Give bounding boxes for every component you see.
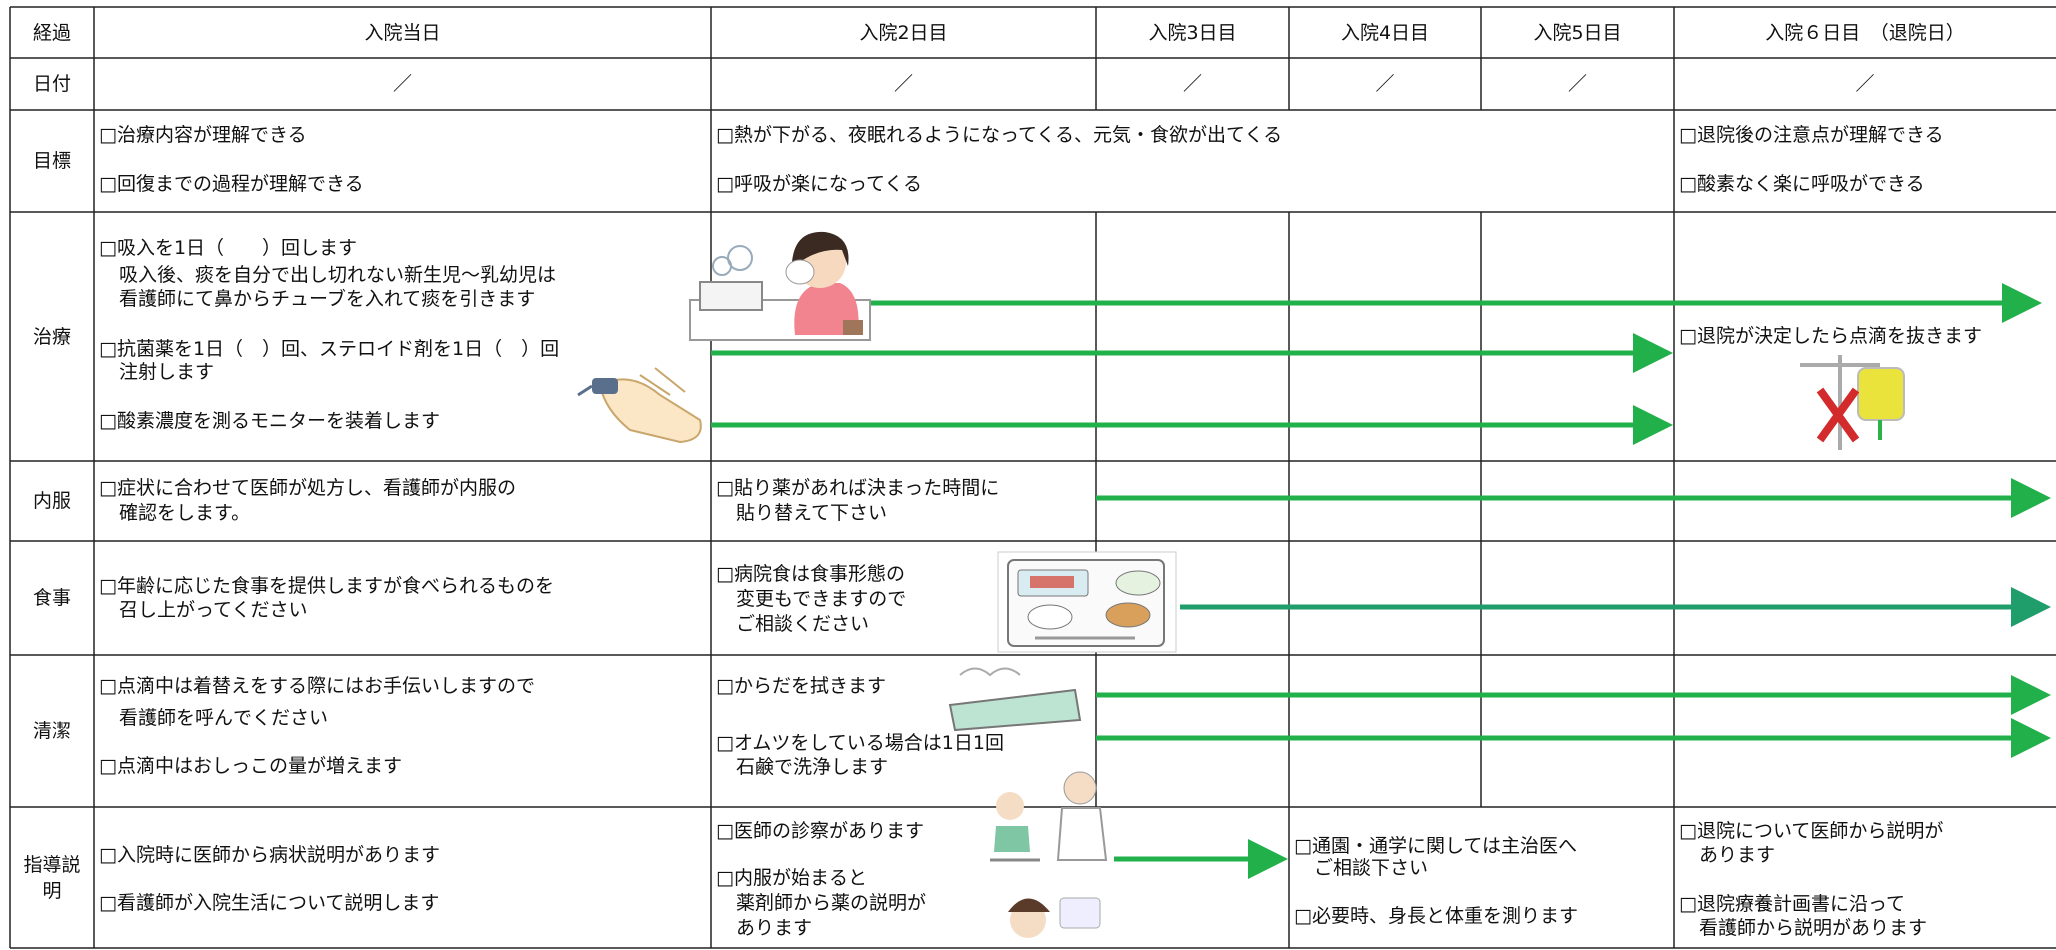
cell-text: 注射します: [119, 361, 215, 383]
row-label: 目標: [32, 150, 71, 172]
cell-text: □回復までの過程が理解できる: [99, 173, 364, 195]
cell-text: □必要時、身長と体重を測ります: [1294, 905, 1578, 927]
cell-text: あります: [736, 917, 813, 939]
day-header: 入院5日目: [1533, 21, 1622, 44]
date-label: 日付: [32, 73, 72, 95]
day-header: 入院当日: [364, 21, 441, 44]
cell-text: 看護師を呼んでください: [119, 707, 329, 729]
day-header: 入院3日目: [1148, 21, 1237, 44]
cell-text: □内服が始まると: [716, 867, 867, 889]
cell-text: 変更もできますので: [736, 588, 907, 610]
cell-text: 看護師にて鼻からチューブを入れて痰を引きます: [119, 288, 536, 310]
cell-text: 吸入後、痰を自分で出し切れない新生児～乳幼児は: [119, 264, 557, 286]
cell-text: □からだを拭きます: [716, 675, 886, 697]
header-label: 経過: [32, 21, 72, 44]
cell-text: □オムツをしている場合は1日1回: [716, 732, 1004, 754]
cell-text: □医師の診察があります: [716, 820, 924, 842]
cell-text: □病院食は食事形態の: [716, 563, 905, 585]
cell-text: □退院後の注意点が理解できる: [1679, 124, 1944, 146]
doctor-illustration: [990, 771, 1108, 862]
cell-text: □入院時に医師から病状説明があります: [99, 844, 440, 866]
towel-illustration: [948, 667, 1082, 732]
cell-text: □年齢に応じた食事を提供しますが食べられるものを: [99, 575, 554, 597]
meal-illustration: [997, 551, 1177, 653]
cell-text: 薬剤師から薬の説明が: [736, 892, 927, 914]
cell-text: □退院について医師から説明が: [1679, 820, 1944, 842]
cell-text: □看護師が入院生活について説明します: [99, 892, 440, 914]
cell-text: □吸入を1日（ ）回します: [99, 237, 358, 259]
cell-text: □通園・通学に関しては主治医へ: [1294, 835, 1578, 857]
cell-text: 貼り替えて下さい: [736, 502, 888, 524]
inhaler-illustration: [689, 231, 871, 341]
cell-text: □貼り薬があれば決まった時間に: [716, 477, 1000, 499]
cell-text: □熱が下がる、夜眠れるようになってくる、元気・食欲が出てくる: [716, 124, 1283, 146]
iv-illustration: [1800, 355, 1905, 450]
pharmacist-illustration: [1008, 897, 1101, 938]
cell-text: □症状に合わせて医師が処方し、看護師が内服の: [99, 477, 516, 499]
finger-illustration: [577, 367, 702, 444]
date-cell: ／: [1567, 73, 1588, 95]
cell-text: あります: [1699, 844, 1776, 866]
cell-text: 召し上がってください: [119, 599, 308, 621]
row-label: 指導説明: [23, 853, 81, 902]
row-label: 清潔: [32, 720, 71, 742]
cell-text: ご相談下さい: [1314, 857, 1429, 879]
cell-text: □酸素濃度を測るモニターを装着します: [99, 410, 440, 432]
cell-text: □点滴中はおしっこの量が増えます: [99, 755, 402, 777]
cell-text: □治療内容が理解できる: [99, 124, 307, 146]
cell-text: 石鹸で洗浄します: [736, 756, 889, 778]
cell-text: □抗菌薬を1日（ ）回、ステロイド剤を1日（ ）回: [99, 338, 560, 360]
date-cell: ／: [1855, 73, 1875, 95]
day-header: 入院4日目: [1340, 21, 1430, 44]
day-header: 入院６日目 （退院日）: [1765, 21, 1965, 44]
cell-text: 看護師から説明があります: [1699, 917, 1928, 939]
cell-text: 確認をします。: [119, 502, 251, 524]
day-header: 入院2日目: [859, 21, 948, 44]
cell-text: □点滴中は着替えをする際にはお手伝いしますので: [99, 675, 535, 697]
row-label: 治療: [32, 325, 71, 348]
date-cell: ／: [1375, 73, 1395, 95]
cell-text: ご相談ください: [736, 613, 870, 635]
row-label: 内服: [32, 490, 71, 512]
cell-text: □酸素なく楽に呼吸ができる: [1679, 173, 1925, 195]
cell-text: □退院が決定したら点滴を抜きます: [1679, 325, 1982, 347]
row-label: 食事: [32, 587, 71, 609]
date-cell: ／: [1182, 73, 1203, 95]
cell-text: □呼吸が楽になってくる: [716, 173, 923, 195]
date-cell: ／: [392, 73, 413, 95]
cell-text: □退院療養計画書に沿って: [1679, 893, 1906, 915]
date-cell: ／: [893, 73, 914, 95]
